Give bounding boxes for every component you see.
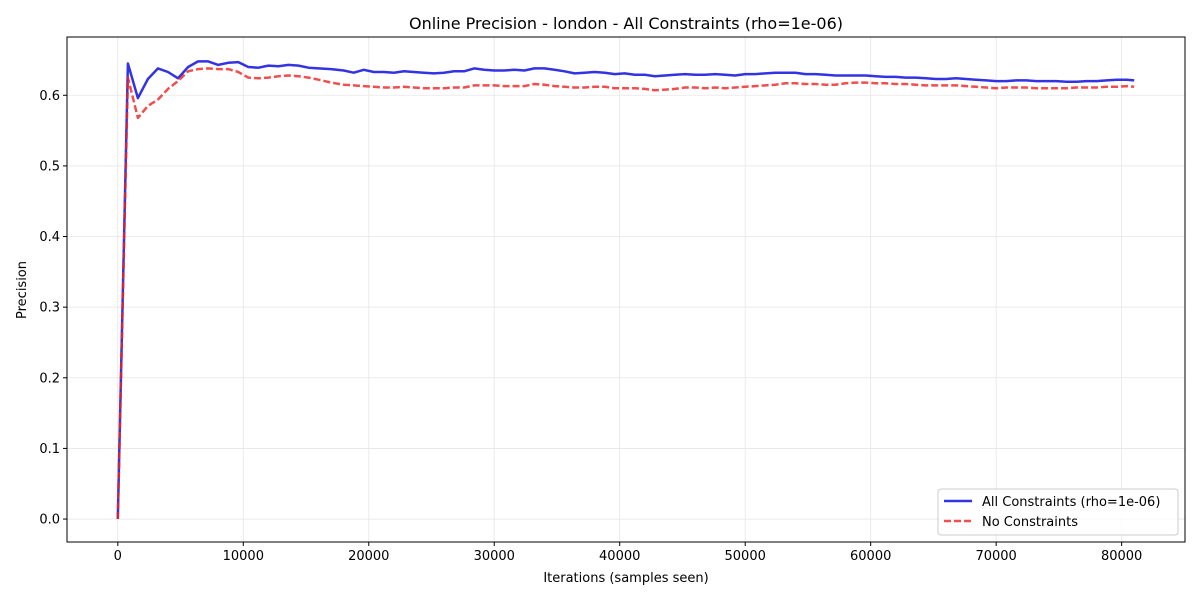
legend: All Constraints (rho=1e-06) No Constrain…	[937, 488, 1179, 536]
chart-title: Online Precision - london - All Constrai…	[409, 14, 843, 33]
x-tick-label: 10000	[223, 549, 264, 564]
plot-area-frame	[66, 36, 1186, 543]
series-line-all-constraints	[116, 60, 1135, 520]
y-tick-label: 0.5	[39, 159, 60, 174]
legend-label-no-constraints: No Constraints	[982, 515, 1078, 530]
series-lines	[116, 60, 1135, 520]
x-tick-label: 30000	[474, 549, 515, 564]
y-tick-label: 0.4	[39, 230, 60, 245]
legend-label-all-constraints: All Constraints (rho=1e-06)	[982, 495, 1160, 510]
x-tick-label: 60000	[850, 549, 891, 564]
axis-ticks: 0 10000 20000 30000 40000 50000 60000 70000 8000…	[39, 89, 1142, 564]
y-tick-label: 0.1	[39, 442, 60, 457]
y-axis-label: Precision	[15, 261, 30, 319]
y-tick-label: 0.6	[39, 89, 60, 104]
x-tick-label: 20000	[348, 549, 389, 564]
x-tick-label: 0	[114, 549, 122, 564]
x-tick-label: 70000	[975, 549, 1016, 564]
x-tick-label: 40000	[599, 549, 640, 564]
x-axis-label: Iterations (samples seen)	[543, 571, 708, 586]
y-tick-label: 0.0	[39, 513, 60, 528]
legend-box	[937, 488, 1179, 536]
y-tick-label: 0.2	[39, 371, 60, 386]
x-tick-label: 50000	[725, 549, 766, 564]
series-line-no-constraints	[116, 67, 1135, 520]
x-tick-label: 80000	[1101, 549, 1142, 564]
y-tick-label: 0.3	[39, 301, 60, 316]
